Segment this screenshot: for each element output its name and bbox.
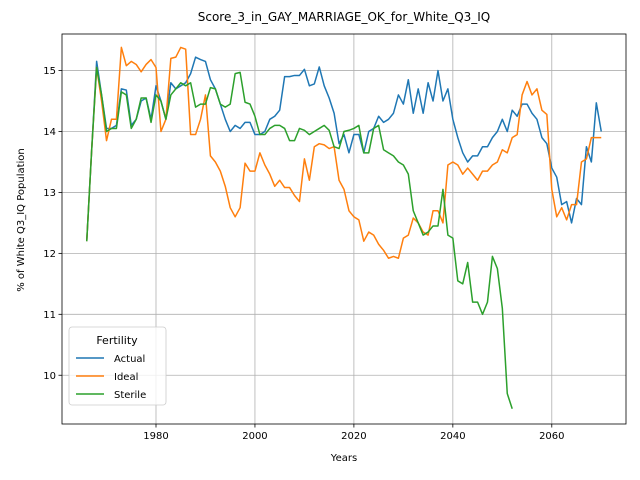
y-tick-label: 14 (43, 127, 56, 138)
y-tick-label: 15 (43, 66, 56, 77)
x-tick-label: 2020 (341, 431, 366, 442)
series-line-sterile (85, 66, 513, 410)
series-lines (85, 46, 602, 410)
series-line-ideal (85, 46, 602, 259)
y-tick-label: 12 (43, 249, 56, 260)
y-tick-label: 10 (43, 371, 56, 382)
chart-title: Score_3_in_GAY_MARRIAGE_OK_for_White_Q3_… (198, 10, 491, 24)
x-tick-label: 2000 (242, 431, 267, 442)
x-tick-label: 1980 (143, 431, 168, 442)
y-axis-label: % of White Q3_IQ Population (16, 148, 27, 292)
y-tick-label: 13 (43, 188, 56, 199)
plot-area-frame (61, 33, 627, 425)
legend-entry-ideal: Ideal (114, 372, 138, 383)
legend-title: Fertility (96, 334, 138, 347)
x-axis-label: Years (330, 453, 357, 464)
legend-entry-sterile: Sterile (114, 390, 146, 401)
legend-box (68, 326, 167, 406)
x-tick-label: 2040 (440, 431, 465, 442)
x-tick-label: 2060 (539, 431, 564, 442)
axes: 1980 2000 2020 2040 2060 10 11 12 13 14 15 (43, 66, 564, 442)
series-line-actual (85, 56, 602, 242)
legend: Fertility Actual Ideal Sterile (68, 326, 167, 406)
legend-entry-actual: Actual (114, 354, 145, 365)
y-tick-label: 11 (43, 310, 56, 321)
